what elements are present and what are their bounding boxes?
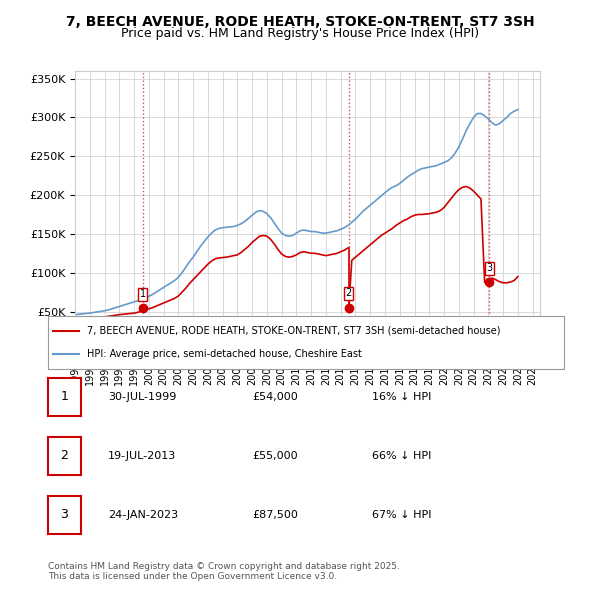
Text: 7, BEECH AVENUE, RODE HEATH, STOKE-ON-TRENT, ST7 3SH: 7, BEECH AVENUE, RODE HEATH, STOKE-ON-TR…	[65, 15, 535, 29]
Text: £55,000: £55,000	[252, 451, 298, 461]
Text: 3: 3	[61, 508, 68, 522]
Text: £54,000: £54,000	[252, 392, 298, 402]
Text: 16% ↓ HPI: 16% ↓ HPI	[372, 392, 431, 402]
Text: Price paid vs. HM Land Registry's House Price Index (HPI): Price paid vs. HM Land Registry's House …	[121, 27, 479, 40]
Text: 30-JUL-1999: 30-JUL-1999	[108, 392, 176, 402]
Text: 7, BEECH AVENUE, RODE HEATH, STOKE-ON-TRENT, ST7 3SH (semi-detached house): 7, BEECH AVENUE, RODE HEATH, STOKE-ON-TR…	[86, 326, 500, 336]
Text: £87,500: £87,500	[252, 510, 298, 520]
Text: HPI: Average price, semi-detached house, Cheshire East: HPI: Average price, semi-detached house,…	[86, 349, 362, 359]
Text: 1: 1	[61, 390, 68, 404]
Text: 2: 2	[61, 449, 68, 463]
Text: 24-JAN-2023: 24-JAN-2023	[108, 510, 178, 520]
Text: 1: 1	[140, 289, 146, 299]
Text: 66% ↓ HPI: 66% ↓ HPI	[372, 451, 431, 461]
Text: 2: 2	[346, 289, 352, 299]
Text: 19-JUL-2013: 19-JUL-2013	[108, 451, 176, 461]
Text: 3: 3	[487, 263, 493, 273]
Text: Contains HM Land Registry data © Crown copyright and database right 2025.
This d: Contains HM Land Registry data © Crown c…	[48, 562, 400, 581]
Text: 67% ↓ HPI: 67% ↓ HPI	[372, 510, 431, 520]
